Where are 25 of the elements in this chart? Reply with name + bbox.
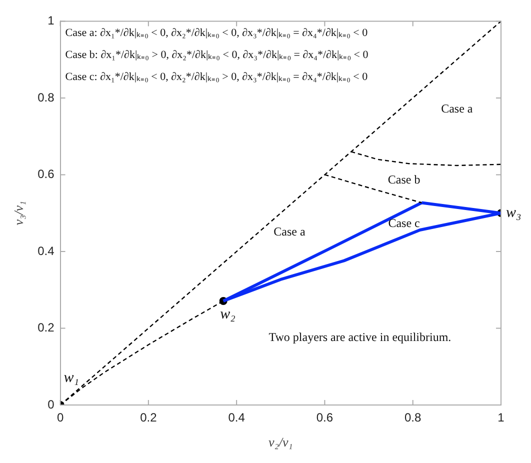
y-tick-label: 1: [48, 14, 55, 28]
annotation: Two players are active in equilibrium.: [268, 330, 452, 344]
y-axis-title: v₃/v₁: [11, 201, 26, 226]
annotation: Case a: ∂x₁*/∂k|ₖ₌₀ < 0, ∂x₂*/∂k|ₖ₌₀ < 0, ∂x₃*/∂k|ₖ₌₀ = ∂x₄*/∂k|ₖ₌₀ < 0: [65, 27, 368, 40]
y-tick-label: 0.4: [38, 244, 55, 258]
x-tick-label: 0.6: [316, 410, 334, 425]
annotation: Case c: [388, 216, 420, 230]
annotation: w₁: [64, 370, 79, 386]
annotation: Case b: [388, 172, 420, 187]
y-tick-label: 0: [48, 397, 55, 412]
x-tick-label: 0.2: [140, 410, 158, 425]
x-tick-label: 0.4: [228, 410, 246, 425]
annotation: Case c: ∂x₁*/∂k|ₖ₌₀ < 0, ∂x₂*/∂k|ₖ₌₀ > 0, ∂x₃*/∂k|ₖ₌₀ = ∂x₄*/∂k|ₖ₌₀ < 0: [65, 71, 368, 84]
text: w₃: [506, 205, 522, 222]
annotation: Case a: [441, 102, 474, 116]
x-tick-label: 0.8: [404, 410, 422, 425]
y-tick-label: 0.6: [38, 167, 55, 182]
y-tick-label: 0.8: [38, 90, 55, 104]
annotation: Case b: ∂x₁*/∂k|ₖ₌₀ > 0, ∂x₂*/∂k|ₖ₌₀ < 0, ∂x₃*/∂k|ₖ₌₀ = ∂x₄*/∂k|ₖ₌₀ < 0: [65, 49, 369, 62]
y-tick-label: 0.2: [38, 320, 55, 335]
x-tick-label: 0: [56, 410, 64, 425]
annotation: Case a: [274, 224, 306, 238]
x-tick-label: 1: [498, 410, 505, 425]
annotation: w₂: [220, 306, 236, 323]
x-axis-title: v₂/v₁: [268, 434, 293, 450]
